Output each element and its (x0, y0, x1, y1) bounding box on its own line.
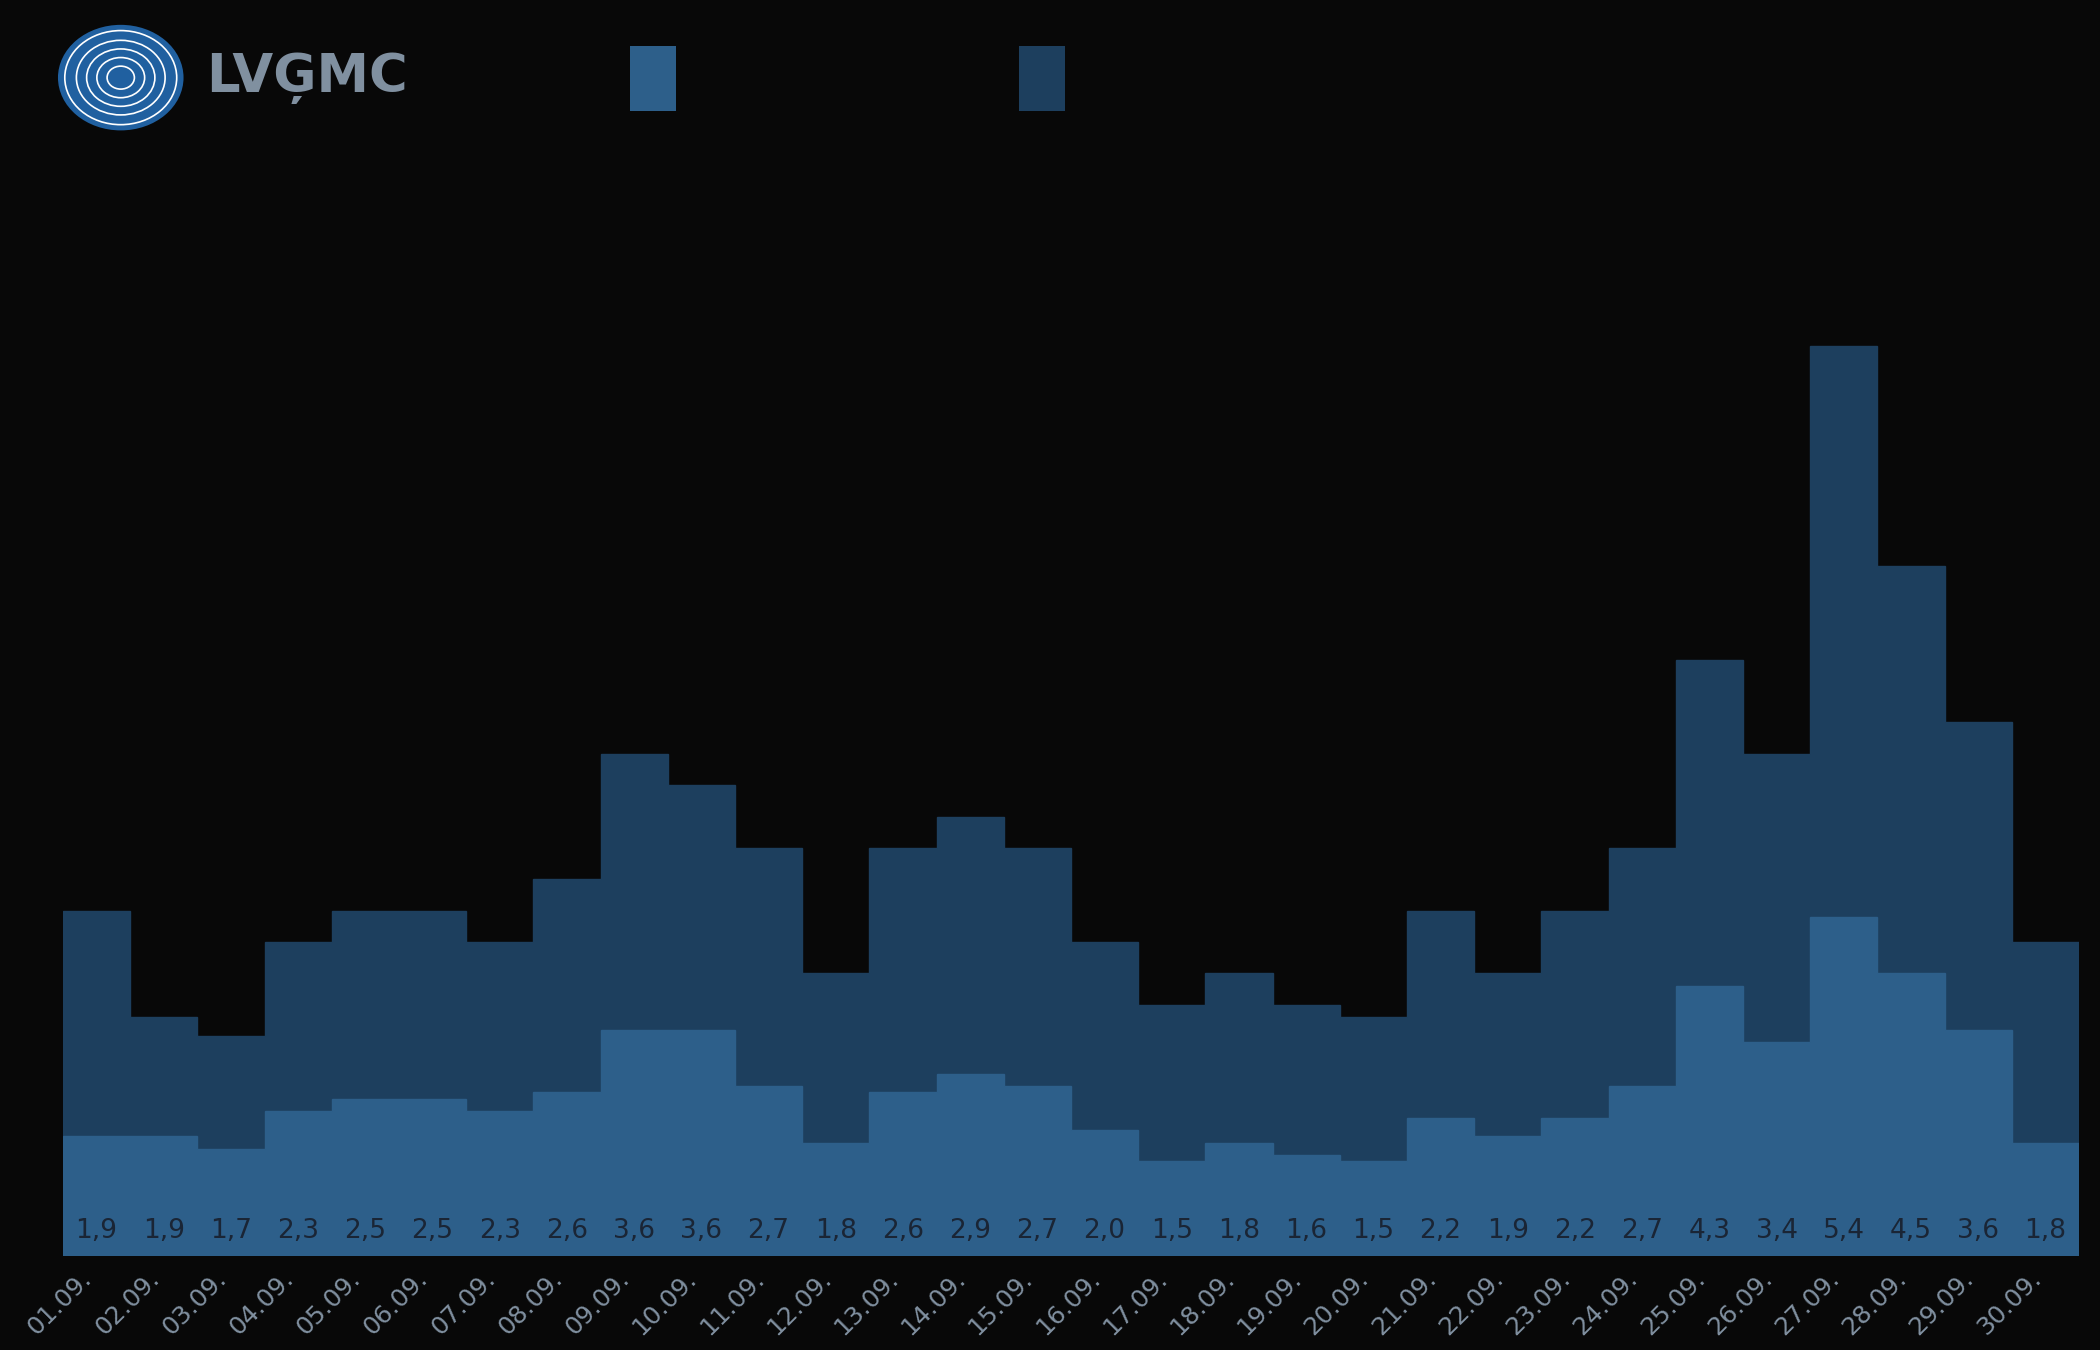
Text: 1,8: 1,8 (815, 1218, 857, 1245)
Text: 1,8: 1,8 (2024, 1218, 2066, 1245)
Text: 1,5: 1,5 (1151, 1218, 1193, 1245)
Polygon shape (63, 917, 2079, 1256)
Polygon shape (63, 346, 2079, 1256)
Text: 2,3: 2,3 (479, 1218, 521, 1245)
Text: 2,7: 2,7 (1016, 1218, 1058, 1245)
Text: 1,9: 1,9 (1487, 1218, 1529, 1245)
Text: 3,4: 3,4 (1756, 1218, 1798, 1245)
Text: 3,6: 3,6 (613, 1218, 655, 1245)
Text: 1,8: 1,8 (1218, 1218, 1260, 1245)
Text: 2,5: 2,5 (344, 1218, 386, 1245)
Text: 2,2: 2,2 (1554, 1218, 1596, 1245)
Ellipse shape (59, 24, 183, 131)
Text: 4,3: 4,3 (1688, 1218, 1730, 1245)
Text: 2,6: 2,6 (546, 1218, 588, 1245)
Text: 3,6: 3,6 (1957, 1218, 1999, 1245)
Text: 1,9: 1,9 (143, 1218, 185, 1245)
Text: 2,2: 2,2 (1420, 1218, 1462, 1245)
Text: LVĢMC: LVĢMC (206, 53, 407, 104)
Text: 2,5: 2,5 (412, 1218, 454, 1245)
Text: 2,3: 2,3 (277, 1218, 319, 1245)
Text: 2,9: 2,9 (949, 1218, 991, 1245)
Text: 4,5: 4,5 (1890, 1218, 1932, 1245)
Text: 1,9: 1,9 (76, 1218, 118, 1245)
Text: 2,0: 2,0 (1084, 1218, 1126, 1245)
Text: 3,6: 3,6 (680, 1218, 722, 1245)
Text: 2,7: 2,7 (1621, 1218, 1663, 1245)
Text: 2,6: 2,6 (882, 1218, 924, 1245)
Text: 1,7: 1,7 (210, 1218, 252, 1245)
Text: 2,7: 2,7 (748, 1218, 790, 1245)
Text: 1,5: 1,5 (1352, 1218, 1394, 1245)
Text: 1,6: 1,6 (1285, 1218, 1327, 1245)
Text: 5,4: 5,4 (1823, 1218, 1865, 1245)
